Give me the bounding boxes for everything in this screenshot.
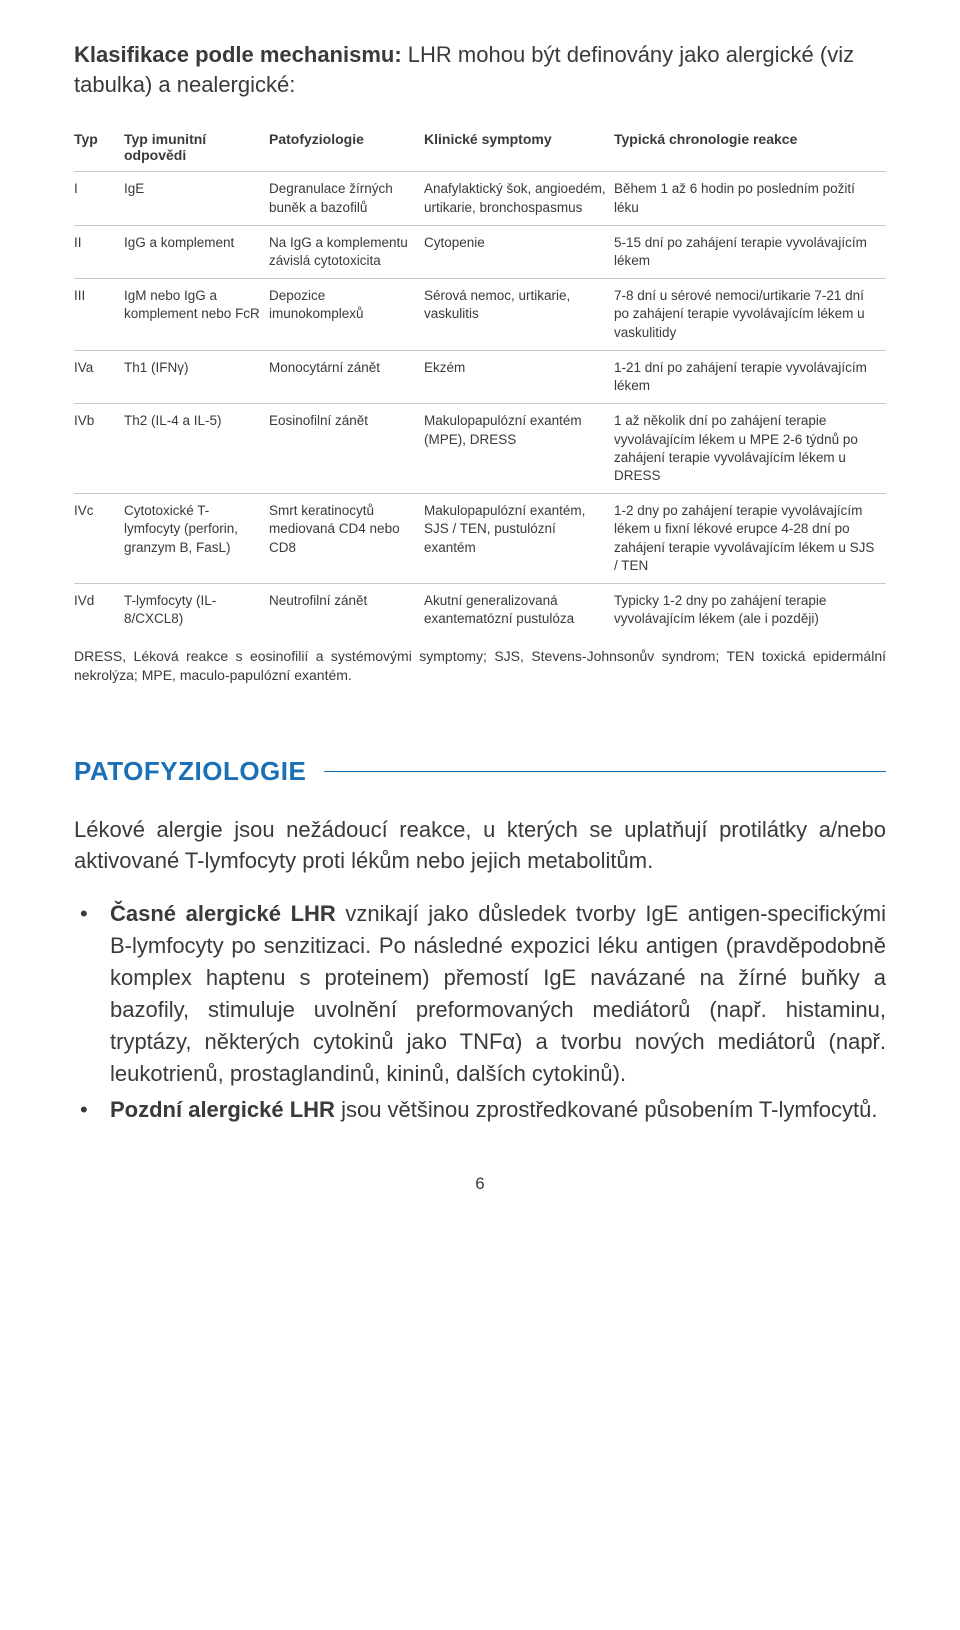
cell-klin: Ekzém (424, 350, 614, 403)
cell-pato: Na IgG a komplementu závislá cytotoxicit… (269, 225, 424, 278)
page-root: Klasifikace podle mechanismu: LHR mohou … (0, 0, 960, 1234)
section-title-patofyziologie: PATOFYZIOLOGIE (74, 756, 886, 787)
cell-imun: T-lymfocyty (IL-8/CXCL8) (124, 584, 269, 637)
page-number: 6 (74, 1174, 886, 1194)
table-row: IVd T-lymfocyty (IL-8/CXCL8) Neutrofilní… (74, 584, 886, 637)
table-header: Typ Typ imunitní odpovědi Patofyziologie… (74, 125, 886, 172)
cell-typ: III (74, 279, 124, 351)
th-chron: Typická chronologie reakce (614, 125, 886, 172)
intro-paragraph: Klasifikace podle mechanismu: LHR mohou … (74, 40, 886, 99)
table-body: I IgE Degranulace žírných buněk a bazofi… (74, 172, 886, 637)
cell-klin: Cytopenie (424, 225, 614, 278)
cell-chron: 5-15 dní po zahájení terapie vyvolávajíc… (614, 225, 886, 278)
table-row: III IgM nebo IgG a komplement nebo FcR D… (74, 279, 886, 351)
cell-pato: Smrt keratinocytů mediovaná CD4 nebo CD8 (269, 494, 424, 584)
th-imun: Typ imunitní odpovědi (124, 125, 269, 172)
bullet-bold: Časné alergické LHR (110, 901, 336, 926)
cell-typ: I (74, 172, 124, 225)
bullet-list: Časné alergické LHR vznikají jako důsled… (74, 898, 886, 1125)
bullet-rest: vznikají jako důsledek tvorby IgE antige… (110, 901, 886, 1085)
cell-chron: 7-8 dní u sérové nemoci/urtikarie 7-21 d… (614, 279, 886, 351)
bullet-bold: Pozdní alergické LHR (110, 1097, 335, 1122)
cell-typ: IVb (74, 404, 124, 494)
table-row: IVa Th1 (IFNγ) Monocytární zánět Ekzém 1… (74, 350, 886, 403)
cell-klin: Makulopapulózní exantém, SJS / TEN, pust… (424, 494, 614, 584)
cell-imun: IgM nebo IgG a komplement nebo FcR (124, 279, 269, 351)
classification-table: Typ Typ imunitní odpovědi Patofyziologie… (74, 125, 886, 636)
intro-bold: Klasifikace podle mechanismu: (74, 42, 402, 67)
table-row: II IgG a komplement Na IgG a komplementu… (74, 225, 886, 278)
table-row: IVb Th2 (IL-4 a IL-5) Eosinofilní zánět … (74, 404, 886, 494)
cell-typ: II (74, 225, 124, 278)
th-pato: Patofyziologie (269, 125, 424, 172)
cell-pato: Eosinofilní zánět (269, 404, 424, 494)
cell-imun: Th1 (IFNγ) (124, 350, 269, 403)
cell-imun: IgG a komplement (124, 225, 269, 278)
cell-klin: Anafylaktický šok, angioedém, urtikarie,… (424, 172, 614, 225)
table-row: I IgE Degranulace žírných buněk a bazofi… (74, 172, 886, 225)
cell-typ: IVc (74, 494, 124, 584)
bullet-rest: jsou většinou zprostředkované působením … (335, 1097, 878, 1122)
th-typ: Typ (74, 125, 124, 172)
table-footnote: DRESS, Léková reakce s eosinofilií a sys… (74, 647, 886, 686)
cell-klin: Makulopapulózní exantém (MPE), DRESS (424, 404, 614, 494)
cell-imun: Cytotoxické T-lymfocyty (perforin, granz… (124, 494, 269, 584)
cell-pato: Monocytární zánět (269, 350, 424, 403)
cell-chron: Typicky 1-2 dny po zahájení terapie vyvo… (614, 584, 886, 637)
bullet-item: Pozdní alergické LHR jsou většinou zpros… (74, 1094, 886, 1126)
cell-chron: 1 až několik dní po zahájení terapie vyv… (614, 404, 886, 494)
cell-typ: IVa (74, 350, 124, 403)
cell-imun: Th2 (IL-4 a IL-5) (124, 404, 269, 494)
bullet-item: Časné alergické LHR vznikají jako důsled… (74, 898, 886, 1089)
th-klin: Klinické symptomy (424, 125, 614, 172)
section-title-rule (324, 771, 886, 772)
cell-typ: IVd (74, 584, 124, 637)
cell-klin: Akutní generalizovaná exantematózní pust… (424, 584, 614, 637)
cell-pato: Neutrofilní zánět (269, 584, 424, 637)
table-row: IVc Cytotoxické T-lymfocyty (perforin, g… (74, 494, 886, 584)
para-1: Lékové alergie jsou nežádoucí reakce, u … (74, 815, 886, 877)
cell-klin: Sérová nemoc, urtikarie, vaskulitis (424, 279, 614, 351)
cell-pato: Depozice imunokomplexů (269, 279, 424, 351)
cell-chron: Během 1 až 6 hodin po posledním požití l… (614, 172, 886, 225)
cell-pato: Degranulace žírných buněk a bazofilů (269, 172, 424, 225)
cell-imun: IgE (124, 172, 269, 225)
cell-chron: 1-21 dní po zahájení terapie vyvolávajíc… (614, 350, 886, 403)
cell-chron: 1-2 dny po zahájení terapie vyvolávající… (614, 494, 886, 584)
section-title-text: PATOFYZIOLOGIE (74, 756, 306, 787)
